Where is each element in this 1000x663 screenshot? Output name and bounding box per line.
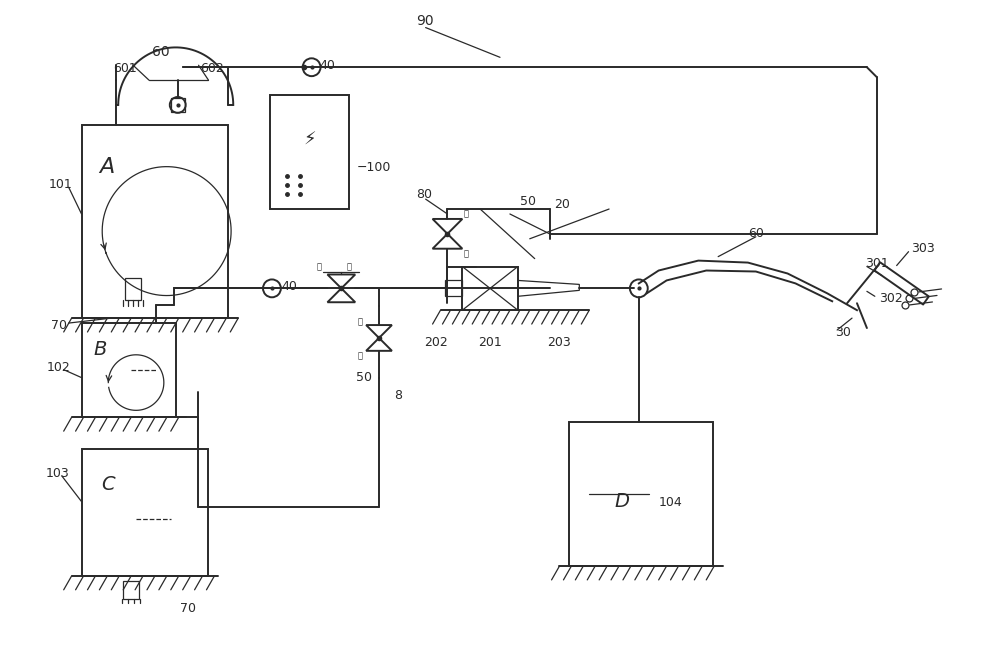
Text: 20: 20 bbox=[555, 198, 570, 211]
Text: 米: 米 bbox=[463, 249, 468, 258]
Text: −100: −100 bbox=[356, 161, 391, 174]
Bar bbox=[82, 449, 208, 576]
Text: 301: 301 bbox=[865, 257, 889, 270]
Bar bbox=[82, 323, 176, 417]
Text: 60: 60 bbox=[748, 227, 764, 240]
Text: 8: 8 bbox=[394, 389, 402, 402]
Text: 104: 104 bbox=[659, 496, 682, 509]
Text: 70: 70 bbox=[51, 318, 67, 332]
Text: C: C bbox=[101, 475, 115, 494]
Text: 101: 101 bbox=[49, 178, 73, 191]
Text: 601: 601 bbox=[113, 62, 137, 75]
Text: 米: 米 bbox=[357, 351, 362, 360]
Text: 40: 40 bbox=[320, 59, 335, 72]
Text: 60: 60 bbox=[152, 45, 170, 60]
Bar bbox=[445, 280, 462, 296]
Text: 开: 开 bbox=[346, 262, 351, 271]
Text: A: A bbox=[99, 157, 115, 177]
Text: 50: 50 bbox=[520, 195, 536, 208]
Text: 米: 米 bbox=[463, 210, 468, 219]
Text: 102: 102 bbox=[47, 361, 71, 374]
Text: 103: 103 bbox=[46, 467, 70, 480]
Text: 90: 90 bbox=[416, 14, 433, 28]
Text: 50: 50 bbox=[356, 371, 372, 384]
Text: 602: 602 bbox=[201, 62, 224, 75]
Text: 关: 关 bbox=[317, 262, 322, 271]
Text: 40: 40 bbox=[282, 280, 298, 293]
Text: B: B bbox=[93, 340, 107, 359]
Text: ⚡: ⚡ bbox=[303, 131, 316, 149]
Text: D: D bbox=[614, 492, 629, 511]
Text: 303: 303 bbox=[912, 242, 935, 255]
Bar bbox=[569, 422, 713, 566]
Text: 302: 302 bbox=[879, 292, 903, 305]
Bar bbox=[171, 98, 185, 112]
Bar bbox=[123, 581, 139, 599]
Text: 米: 米 bbox=[357, 318, 362, 327]
Text: 30: 30 bbox=[835, 326, 851, 339]
Text: 203: 203 bbox=[548, 336, 571, 349]
Text: 80: 80 bbox=[416, 188, 432, 201]
Bar bbox=[82, 125, 228, 318]
Text: 70: 70 bbox=[180, 602, 196, 615]
Bar bbox=[270, 95, 349, 209]
Bar bbox=[462, 267, 518, 310]
Text: 201: 201 bbox=[478, 336, 502, 349]
Text: 202: 202 bbox=[424, 336, 447, 349]
Bar bbox=[125, 278, 141, 300]
